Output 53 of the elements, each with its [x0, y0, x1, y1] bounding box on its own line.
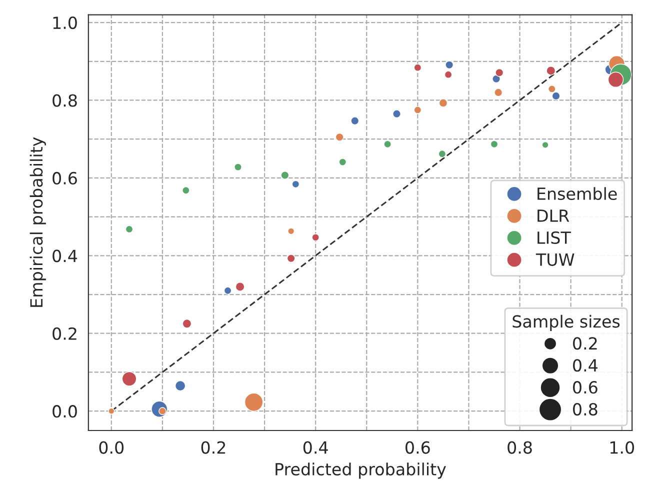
point — [438, 98, 448, 108]
point — [182, 186, 190, 194]
point — [548, 85, 556, 93]
point — [494, 88, 503, 97]
point — [414, 106, 422, 114]
point — [414, 64, 422, 72]
point — [495, 68, 504, 77]
point — [490, 140, 498, 148]
point — [335, 132, 344, 142]
legend-label: 0.4 — [573, 359, 598, 372]
point — [542, 141, 549, 148]
point — [392, 110, 401, 118]
y-tick-label: 1.0 — [53, 16, 77, 30]
point — [444, 70, 452, 78]
point — [552, 92, 560, 100]
y-tick-label: 0.0 — [52, 405, 77, 418]
point — [292, 180, 300, 188]
legend-label: 0.2 — [573, 337, 597, 350]
legend-label: 0.6 — [573, 381, 598, 394]
point — [224, 286, 232, 295]
x-tick-label: 0.6 — [406, 441, 430, 454]
y-tick-label: 0.8 — [52, 94, 77, 107]
point — [312, 234, 320, 242]
x-tick-label: 0.4 — [303, 441, 328, 454]
point — [125, 225, 134, 234]
x-tick-label: 0.2 — [201, 441, 226, 454]
point — [288, 228, 295, 235]
legend-label: DLR — [538, 210, 570, 222]
point — [384, 140, 392, 148]
legend-title: Sample sizes — [512, 314, 620, 331]
y-tick-label: 0.6 — [52, 172, 77, 185]
point — [492, 74, 501, 84]
point — [438, 150, 446, 158]
x-tick-label: 0.0 — [99, 441, 124, 454]
point — [445, 60, 454, 70]
point — [546, 66, 556, 76]
point — [280, 171, 290, 180]
point — [235, 282, 245, 292]
y-tick-label: 0.4 — [52, 250, 78, 262]
x-axis-title: Predicted probability — [276, 462, 446, 479]
legend-label: Ensemble — [538, 187, 617, 200]
x-tick-label: 0.8 — [508, 441, 532, 454]
point — [286, 254, 296, 263]
y-tick-label: 0.2 — [52, 327, 76, 340]
y-axis-title: Empirical probability — [30, 137, 46, 307]
legend-label: LIST — [538, 231, 571, 244]
point — [234, 163, 242, 171]
point — [338, 158, 347, 166]
legend-label: 0.8 — [573, 402, 598, 416]
point — [182, 318, 192, 328]
x-tick-label: 1.0 — [610, 441, 634, 454]
legend-label: TUW — [536, 254, 574, 266]
point — [350, 116, 360, 126]
